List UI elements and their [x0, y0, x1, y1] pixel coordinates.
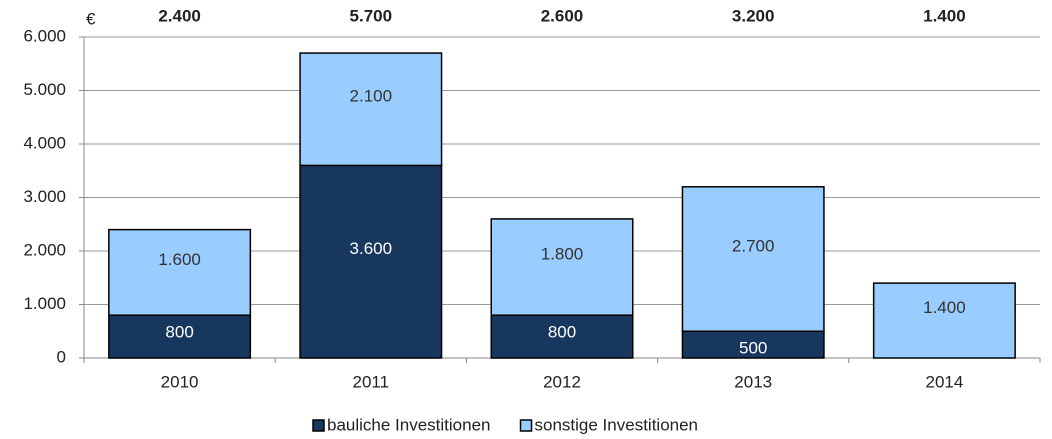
- value-label: 2.700: [732, 237, 775, 256]
- legend-swatch: [519, 419, 533, 432]
- bar-segment: [299, 164, 443, 359]
- bar-segment: [681, 186, 825, 332]
- bar-segment: [490, 218, 634, 316]
- x-tick-label: 2010: [161, 372, 199, 391]
- value-label: 800: [165, 323, 193, 342]
- x-tick-label: 2013: [734, 372, 772, 391]
- total-label: 5.700: [350, 6, 393, 25]
- y-tick-label: 0: [57, 347, 66, 366]
- total-label: 2.400: [158, 6, 201, 25]
- y-tick-label: 2.000: [23, 240, 66, 259]
- y-tick-label: 4.000: [23, 133, 66, 152]
- y-tick-label: 5.000: [23, 80, 66, 99]
- bar-segment: [108, 228, 252, 316]
- x-tick-label: 2012: [543, 372, 581, 391]
- value-label: 1.400: [923, 298, 966, 317]
- y-tick-label: 3.000: [23, 187, 66, 206]
- legend-label: sonstige Investitionen: [535, 415, 699, 434]
- legend-label: bauliche Investitionen: [327, 415, 491, 434]
- value-label: 3.600: [350, 239, 393, 258]
- value-label: 800: [548, 323, 576, 342]
- bar-segment: [108, 314, 252, 359]
- x-tick-label: 2011: [353, 372, 390, 391]
- value-label: 2.100: [350, 87, 393, 106]
- total-label: 3.200: [732, 6, 775, 25]
- value-label: 1.800: [541, 245, 584, 264]
- y-tick-label: 6.000: [23, 26, 66, 45]
- total-label: 2.600: [541, 6, 584, 25]
- bar-segment: [681, 330, 825, 359]
- bar-segment: [872, 282, 1016, 359]
- value-label: 1.600: [158, 250, 201, 269]
- total-label: 1.400: [923, 6, 966, 25]
- legend-swatch: [312, 419, 325, 432]
- x-tick-label: 2014: [925, 372, 963, 391]
- value-label: 500: [739, 339, 767, 358]
- y-unit: €: [86, 9, 96, 28]
- y-tick-label: 1.000: [23, 294, 66, 313]
- bar-segment: [299, 52, 443, 167]
